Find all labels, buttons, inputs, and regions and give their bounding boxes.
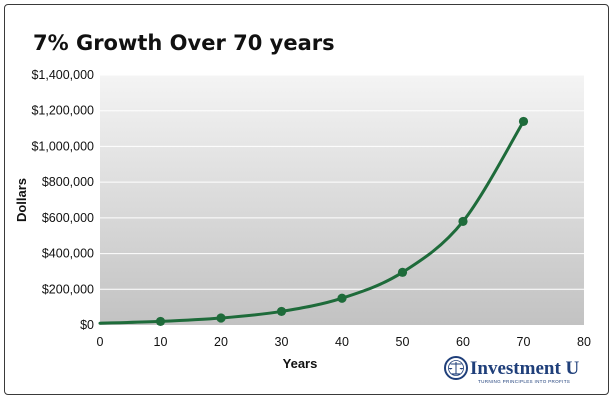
x-tick-label: 50: [396, 335, 410, 349]
y-axis-label: Dollars: [14, 178, 29, 222]
x-tick-label: 0: [97, 335, 104, 349]
y-tick-label: $1,000,000: [31, 139, 94, 153]
data-point: [458, 216, 468, 227]
y-tick-label: $800,000: [42, 175, 94, 189]
y-tick-label: $400,000: [42, 247, 94, 261]
y-tick-label: $0: [80, 318, 94, 332]
data-point: [397, 267, 408, 277]
y-tick-label: $1,400,000: [31, 68, 94, 82]
scales-of-justice-icon: [444, 356, 468, 380]
plot-area: [100, 75, 584, 325]
y-tick-label: $600,000: [42, 211, 94, 225]
x-tick-label: 60: [456, 335, 470, 349]
data-point: [337, 293, 347, 303]
x-tick-label: 10: [154, 335, 168, 349]
chart-title: 7% Growth Over 70 years: [33, 31, 335, 55]
brand-tagline: TURNING PRINCIPLES INTO PROFITS: [478, 379, 570, 384]
brand-name: Investment U: [470, 358, 580, 379]
y-tick-label: $1,200,000: [31, 104, 94, 118]
data-point: [216, 313, 226, 323]
x-tick-label: 30: [275, 335, 289, 349]
brand-logo: Investment U TURNING PRINCIPLES INTO PRO…: [444, 356, 580, 384]
series-points: [155, 116, 529, 327]
x-tick-label: 80: [577, 335, 591, 349]
gridlines: [100, 74, 584, 290]
data-point: [276, 306, 287, 317]
x-axis-label: Years: [283, 356, 318, 371]
y-axis-ticks: $0 $200,000 $400,000 $600,000 $800,000 $1,000…: [31, 68, 94, 332]
data-point: [518, 116, 529, 127]
y-tick-label: $200,000: [42, 282, 94, 296]
x-axis-ticks: 0 10 20 30 40 50 60 70 80: [97, 335, 591, 349]
data-point: [155, 316, 166, 327]
x-tick-label: 40: [335, 335, 349, 349]
x-tick-label: 70: [517, 335, 531, 349]
x-tick-label: 20: [214, 335, 228, 349]
